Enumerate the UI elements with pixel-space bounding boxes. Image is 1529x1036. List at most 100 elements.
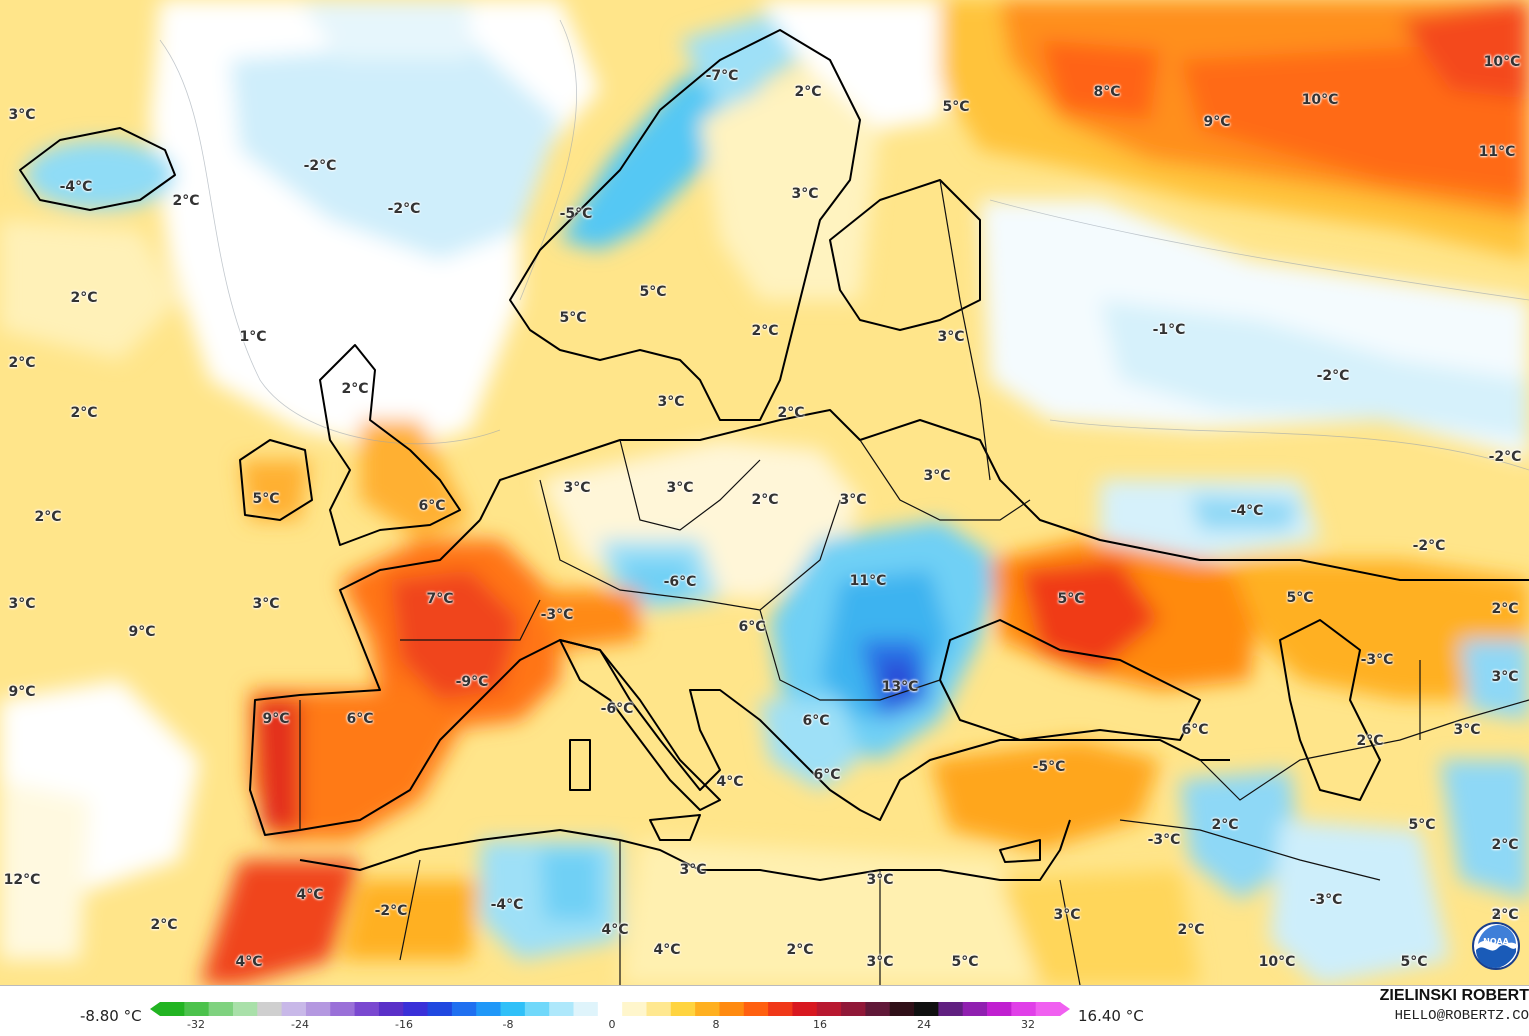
colorbar: [150, 1002, 1070, 1016]
temp-label: 7°C: [426, 591, 454, 607]
colorbar-swatch: [792, 1002, 818, 1016]
colorbar-tick: 0: [608, 1018, 616, 1031]
colorbar-swatch: [403, 1002, 429, 1016]
colorbar-swatch: [549, 1002, 575, 1016]
colorbar-swatch: [719, 1002, 745, 1016]
credit-email: HELLO@ROBERTZ.CO: [1394, 1008, 1529, 1024]
colorbar-swatch: [232, 1002, 258, 1016]
temp-label: 2°C: [70, 290, 98, 306]
temp-label: -4°C: [490, 897, 524, 913]
temp-label: 8°C: [1093, 84, 1121, 100]
temp-label: 6°C: [346, 711, 374, 727]
temp-label: 4°C: [716, 774, 744, 790]
colorbar-swatch: [476, 1002, 502, 1016]
temp-label: 3°C: [866, 872, 894, 888]
colorbar-swatch: [597, 1002, 623, 1016]
borders: [299, 179, 1529, 985]
colorbar-swatch: [987, 1002, 1012, 1016]
temp-label: -5°C: [559, 206, 593, 222]
temp-label: 2°C: [70, 405, 98, 421]
temp-label: 9°C: [1203, 114, 1231, 130]
coastlines: [19, 29, 1529, 881]
temp-label: 2°C: [1177, 922, 1205, 938]
temp-label: 13°C: [881, 679, 919, 695]
temp-label: 2°C: [794, 84, 822, 100]
temp-label: 5°C: [1400, 954, 1428, 970]
temp-label: 5°C: [951, 954, 979, 970]
temp-label: 10°C: [1301, 92, 1339, 108]
temp-label: 4°C: [235, 954, 263, 970]
colorbar-swatch: [573, 1002, 599, 1016]
colorbar-tick: -32: [187, 1018, 205, 1031]
temp-label: 2°C: [786, 942, 814, 958]
colorbar-tick: -24: [291, 1018, 309, 1031]
temperature-anomaly-map: [0, 0, 1529, 985]
temp-label: -9°C: [455, 674, 489, 690]
temp-label: 3°C: [8, 596, 36, 612]
temp-label: -2°C: [1488, 449, 1522, 465]
temp-label: 2°C: [1211, 817, 1239, 833]
logo-text: NOAA: [1483, 937, 1509, 946]
temp-label: 10°C: [1258, 954, 1296, 970]
temp-label: 5°C: [639, 284, 667, 300]
temp-label: -6°C: [663, 574, 697, 590]
colorbar-swatch: [281, 1002, 307, 1016]
colorbar-swatch: [670, 1002, 696, 1016]
temp-label: 3°C: [866, 954, 894, 970]
temp-label: 2°C: [341, 381, 369, 397]
temp-label: -3°C: [1360, 652, 1394, 668]
colorbar-tick: 32: [1021, 1018, 1035, 1031]
temp-label: 1°C: [239, 329, 267, 345]
temp-label: 5°C: [1057, 591, 1085, 607]
temp-label: 3°C: [8, 107, 36, 123]
temp-label: 4°C: [601, 922, 629, 938]
temp-label: 3°C: [1491, 907, 1519, 923]
colorbar-swatch: [1035, 1002, 1061, 1016]
colorbar-tick: 8: [712, 1018, 720, 1031]
temp-label: 2°C: [1356, 733, 1384, 749]
colorbar-tick: -16: [395, 1018, 413, 1031]
temp-label: 3°C: [791, 186, 819, 202]
colorbar-swatch: [622, 1002, 647, 1016]
temp-label: -2°C: [374, 903, 408, 919]
temp-label: 6°C: [738, 619, 766, 635]
colorbar-swatch: [962, 1002, 988, 1016]
temp-label: 5°C: [1408, 817, 1436, 833]
temp-label: 5°C: [942, 99, 970, 115]
temp-label: 5°C: [252, 491, 280, 507]
temp-label: -3°C: [540, 607, 574, 623]
temp-label: 9°C: [8, 684, 36, 700]
temp-label: 5°C: [559, 310, 587, 326]
temp-label: 2°C: [34, 509, 62, 525]
temp-label: -1°C: [1152, 322, 1186, 338]
colorbar-swatch: [768, 1002, 793, 1016]
colorbar-max-arrow: [1060, 1002, 1070, 1016]
temp-label: 2°C: [1491, 837, 1519, 853]
temp-label: 3°C: [1453, 722, 1481, 738]
temp-label: 6°C: [813, 767, 841, 783]
temp-label: -7°C: [705, 68, 739, 84]
colorbar-swatch: [257, 1002, 283, 1016]
map-canvas: [0, 0, 1529, 985]
temp-label: 2°C: [172, 193, 200, 209]
temp-label: 6°C: [1181, 722, 1209, 738]
colorbar-tick: 24: [917, 1018, 931, 1031]
temp-label: -3°C: [1147, 832, 1181, 848]
temp-label: 4°C: [653, 942, 681, 958]
colorbar-swatch: [330, 1002, 356, 1016]
colorbar-tick: -8: [502, 1018, 514, 1031]
anomaly-field: [0, 0, 1529, 985]
temp-label: 3°C: [679, 862, 707, 878]
colorbar-swatch: [305, 1002, 331, 1016]
colorbar-swatch: [841, 1002, 866, 1016]
temp-label: 5°C: [1286, 590, 1314, 606]
noaa-logo-icon: NOAA: [1472, 922, 1520, 970]
colorbar-swatch: [1011, 1002, 1037, 1016]
temp-label: -4°C: [59, 179, 93, 195]
colorbar-swatch: [914, 1002, 939, 1016]
colorbar-swatch: [695, 1002, 720, 1016]
colorbar-swatch: [816, 1002, 842, 1016]
colorbar-swatch: [208, 1002, 234, 1016]
temp-label: 11°C: [849, 573, 887, 589]
temp-label: 2°C: [1491, 601, 1519, 617]
